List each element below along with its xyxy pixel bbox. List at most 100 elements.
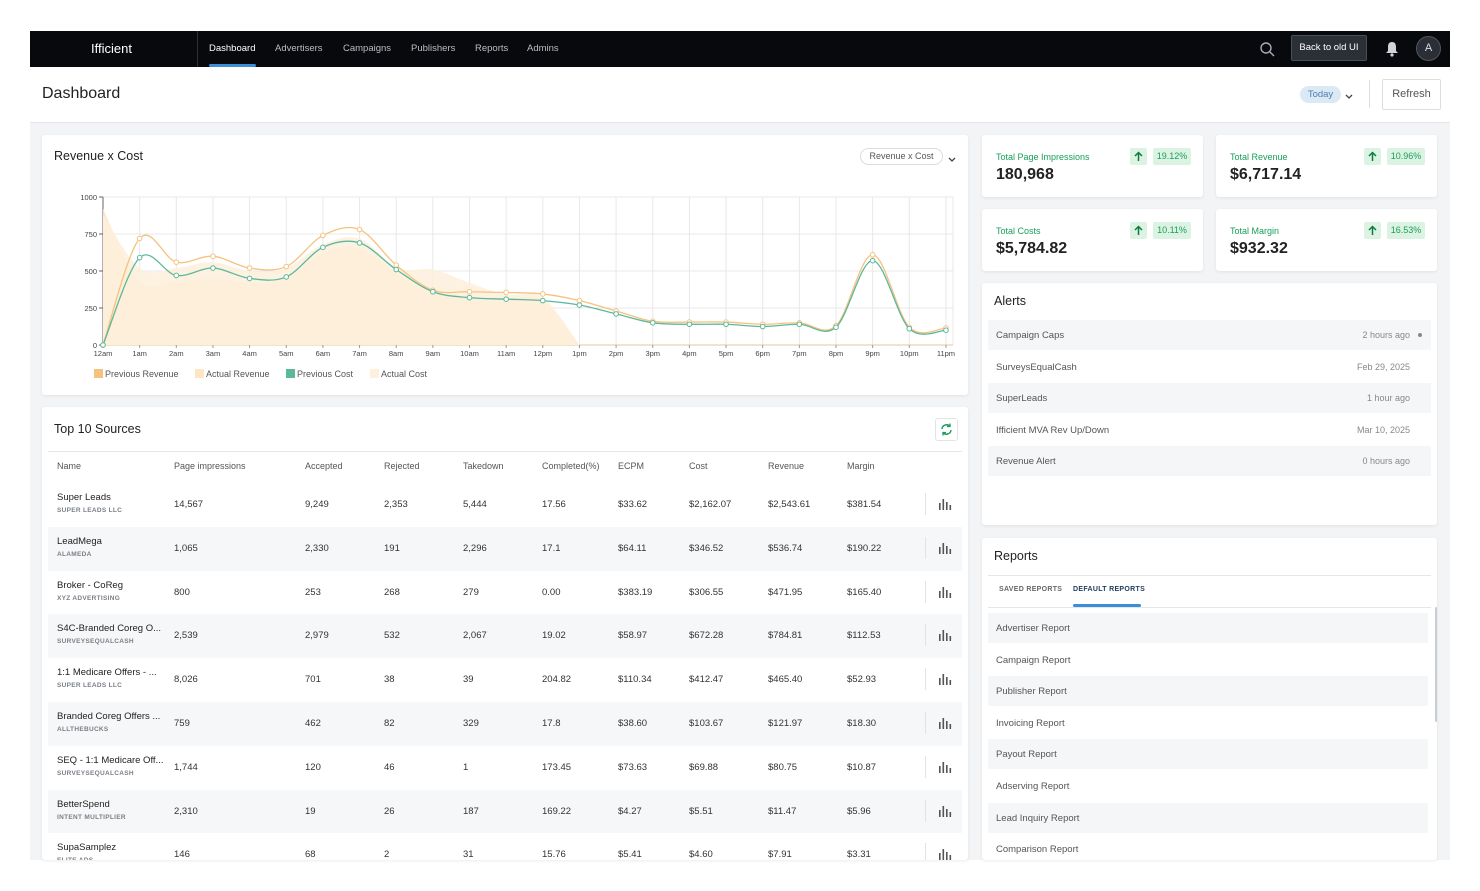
table-cell: 253: [305, 586, 321, 598]
table-cell: $52.93: [847, 674, 877, 686]
report-row[interactable]: Advertiser Report: [988, 613, 1428, 643]
source-company: XYZ ADVERTISING: [57, 594, 121, 602]
row-chart-icon-svg: [939, 761, 952, 773]
x-tick-label: 10pm: [900, 349, 919, 358]
table-cell: $10.87: [847, 761, 877, 773]
stat-value: $5,784.82: [996, 240, 1068, 257]
table-cell: $3.31: [847, 849, 871, 860]
row-separator: [925, 799, 926, 822]
table-cell: 38: [384, 674, 395, 686]
alert-row[interactable]: Revenue Alert 0 hours ago: [988, 446, 1431, 476]
table-row: BetterSpend INTENT MULTIPLIER 2,310 19 26 187…: [48, 789, 962, 834]
table-cell: 0.00: [542, 586, 561, 598]
line-marker: [466, 294, 473, 301]
alert-time: 2 hours ago: [1362, 330, 1410, 340]
row-separator: [925, 843, 926, 860]
table-row: 1:1 Medicare Offers - ... SUPER LEADS LLC…: [48, 658, 962, 702]
table-cell: $33.62: [618, 499, 648, 510]
report-row[interactable]: Payout Report: [988, 739, 1428, 770]
area: [103, 214, 580, 345]
stat-card: Total Revenue $6,717.14 10.96%: [1216, 135, 1437, 197]
x-tick-label: 6pm: [755, 349, 770, 358]
alert-row[interactable]: SurveysEqualCash Feb 29, 2025: [988, 351, 1431, 382]
nav-item[interactable]: Campaigns: [343, 43, 392, 54]
row-separator: [925, 580, 926, 603]
table-cell: 268: [384, 586, 400, 598]
bell-icon-svg: [1386, 42, 1398, 57]
row-separator: [925, 668, 926, 691]
legend-swatch: [195, 369, 204, 378]
report-name: Advertiser Report: [996, 623, 1070, 634]
line-marker: [320, 244, 326, 251]
search-icon: [1259, 41, 1275, 62]
table-cell: $536.74: [768, 542, 803, 554]
table-cell: $784.81: [768, 630, 803, 642]
line-marker: [649, 320, 656, 326]
report-row[interactable]: Lead Inquiry Report: [988, 802, 1428, 833]
x-tick-label: 9pm: [865, 349, 880, 358]
refresh-button[interactable]: Refresh: [1382, 79, 1441, 110]
chart-selector[interactable]: Revenue x Cost: [860, 148, 943, 165]
table-cell: $38.60: [618, 718, 648, 729]
range-pill[interactable]: Today: [1300, 86, 1341, 103]
row-chart-icon: [938, 847, 952, 860]
stat-value: 180,968: [996, 166, 1054, 183]
table-cell: $383.19: [618, 586, 653, 598]
line-marker: [430, 288, 436, 295]
nav-item[interactable]: Admins: [527, 43, 559, 54]
row-chart-icon: [938, 585, 952, 604]
source-company: INTENT MULTIPLIER: [57, 813, 126, 821]
row-separator: [925, 493, 926, 515]
table-cell: 39: [463, 674, 474, 686]
report-row[interactable]: Invoicing Report: [988, 707, 1428, 738]
alert-name: SurveysEqualCash: [996, 361, 1077, 373]
column-header: Cost: [689, 461, 708, 471]
revenue-cost-chart: 0 250 500 750 1000 12am 1am 2am 3am 4am 5am 6am 7am 8…: [80, 193, 955, 379]
report-row[interactable]: Publisher Report: [988, 676, 1428, 707]
source-name: 1:1 Medicare Offers - ...: [57, 667, 157, 679]
alerts-card: Alerts Campaign Caps 2 hours ago SurveysEqu…: [982, 283, 1437, 525]
table-cell: 1: [463, 761, 469, 773]
row-chart-icon: [938, 672, 952, 691]
nav-item[interactable]: Dashboard: [209, 43, 256, 54]
report-tab[interactable]: DEFAULT REPORTS: [1073, 586, 1146, 593]
stat-label: Total Page Impressions: [996, 152, 1090, 162]
source-company: SURVEYSEQUALCASH: [57, 769, 134, 777]
nav-item[interactable]: Publishers: [411, 43, 456, 54]
nav-item[interactable]: Advertisers: [275, 43, 323, 54]
table-cell: 68: [305, 849, 316, 860]
alert-row[interactable]: Ifficient MVA Rev Up/Down Mar 10, 2025: [988, 414, 1431, 445]
table-cell: $5.96: [847, 805, 871, 817]
report-row[interactable]: Campaign Report: [988, 644, 1428, 675]
stat-card: Total Margin $932.32 16.53%: [1216, 209, 1437, 271]
report-row[interactable]: Adserving Report: [988, 771, 1428, 801]
line-marker: [759, 323, 766, 330]
nav-item[interactable]: Reports: [475, 43, 509, 54]
table-cell: 17.8: [542, 718, 561, 729]
row-chart-icon-svg: [939, 674, 952, 686]
alert-row[interactable]: Campaign Caps 2 hours ago: [988, 320, 1431, 350]
alert-time: 0 hours ago: [1362, 456, 1410, 466]
report-name: Comparison Report: [996, 844, 1079, 856]
table-cell: $18.30: [847, 718, 877, 729]
source-company: ALLTHEBUCKS: [57, 726, 109, 733]
source-name: SupaSamplez: [57, 842, 117, 854]
table-cell: 31: [463, 849, 474, 860]
alert-row[interactable]: SuperLeads 1 hour ago: [988, 383, 1431, 413]
table-cell: $121.97: [768, 718, 803, 729]
table-cell: 2: [384, 849, 390, 860]
back-button[interactable]: Back to old UI: [1291, 35, 1367, 61]
report-tab[interactable]: SAVED REPORTS: [999, 586, 1063, 593]
table-cell: 19.02: [542, 630, 566, 642]
reports-card: Reports SAVED REPORTS DEFAULT REPORTS Adver…: [982, 538, 1437, 860]
avatar[interactable]: A: [1416, 36, 1441, 61]
stat-arrow-svg: [1368, 225, 1377, 235]
stat-card: Total Costs $5,784.82 10.11%: [982, 209, 1203, 271]
report-row[interactable]: Comparison Report: [988, 834, 1428, 860]
sources-refresh: [935, 418, 958, 441]
report-name: Adserving Report: [996, 781, 1070, 792]
search-icon-svg: [1260, 42, 1275, 57]
line-marker: [503, 289, 509, 296]
stat-value: $6,717.14: [1230, 166, 1302, 183]
y-tick-label: 1000: [80, 193, 97, 202]
